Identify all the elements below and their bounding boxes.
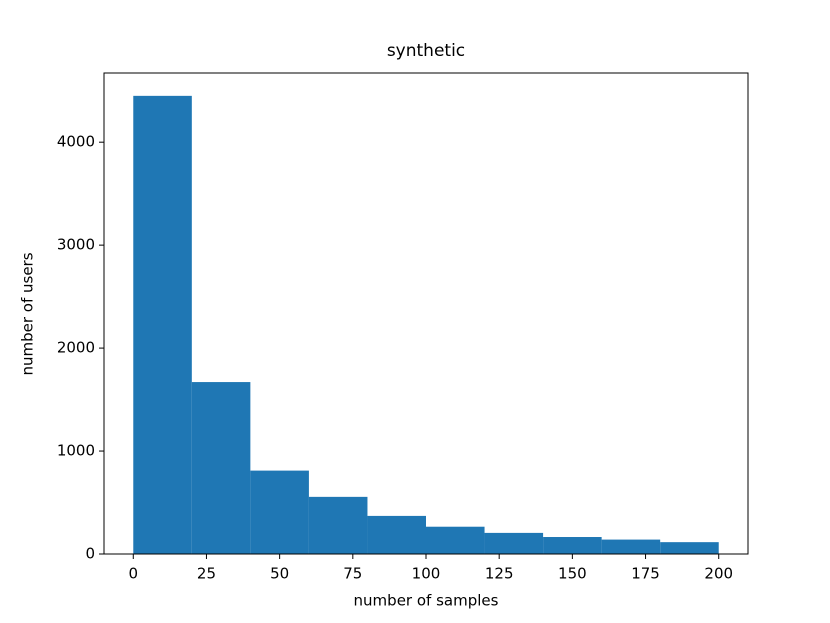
x-tick-label: 25 (197, 565, 216, 583)
y-tick-label: 0 (85, 545, 95, 563)
x-axis-label: number of samples (354, 592, 499, 610)
y-tick-label: 2000 (57, 339, 95, 357)
bar (133, 95, 192, 554)
bar (543, 537, 602, 554)
bar (250, 470, 309, 554)
chart-title: synthetic (387, 41, 465, 61)
bar (426, 526, 485, 554)
bar (601, 539, 661, 554)
bar (484, 532, 544, 554)
y-axis-label: number of users (19, 252, 37, 375)
x-tick-label: 175 (631, 565, 660, 583)
bar (367, 515, 426, 554)
y-tick-label: 3000 (57, 236, 95, 254)
x-tick-label: 50 (270, 565, 289, 583)
bar (660, 542, 719, 554)
y-tick-label: 4000 (57, 133, 95, 151)
x-tick-label: 150 (558, 565, 587, 583)
y-tick-label: 1000 (57, 442, 95, 460)
x-tick-label: 75 (343, 565, 362, 583)
bar (191, 382, 251, 554)
x-tick-label: 125 (485, 565, 514, 583)
bar (308, 496, 368, 554)
x-tick-label: 0 (128, 565, 138, 583)
x-tick-label: 100 (412, 565, 441, 583)
x-tick-label: 200 (704, 565, 733, 583)
